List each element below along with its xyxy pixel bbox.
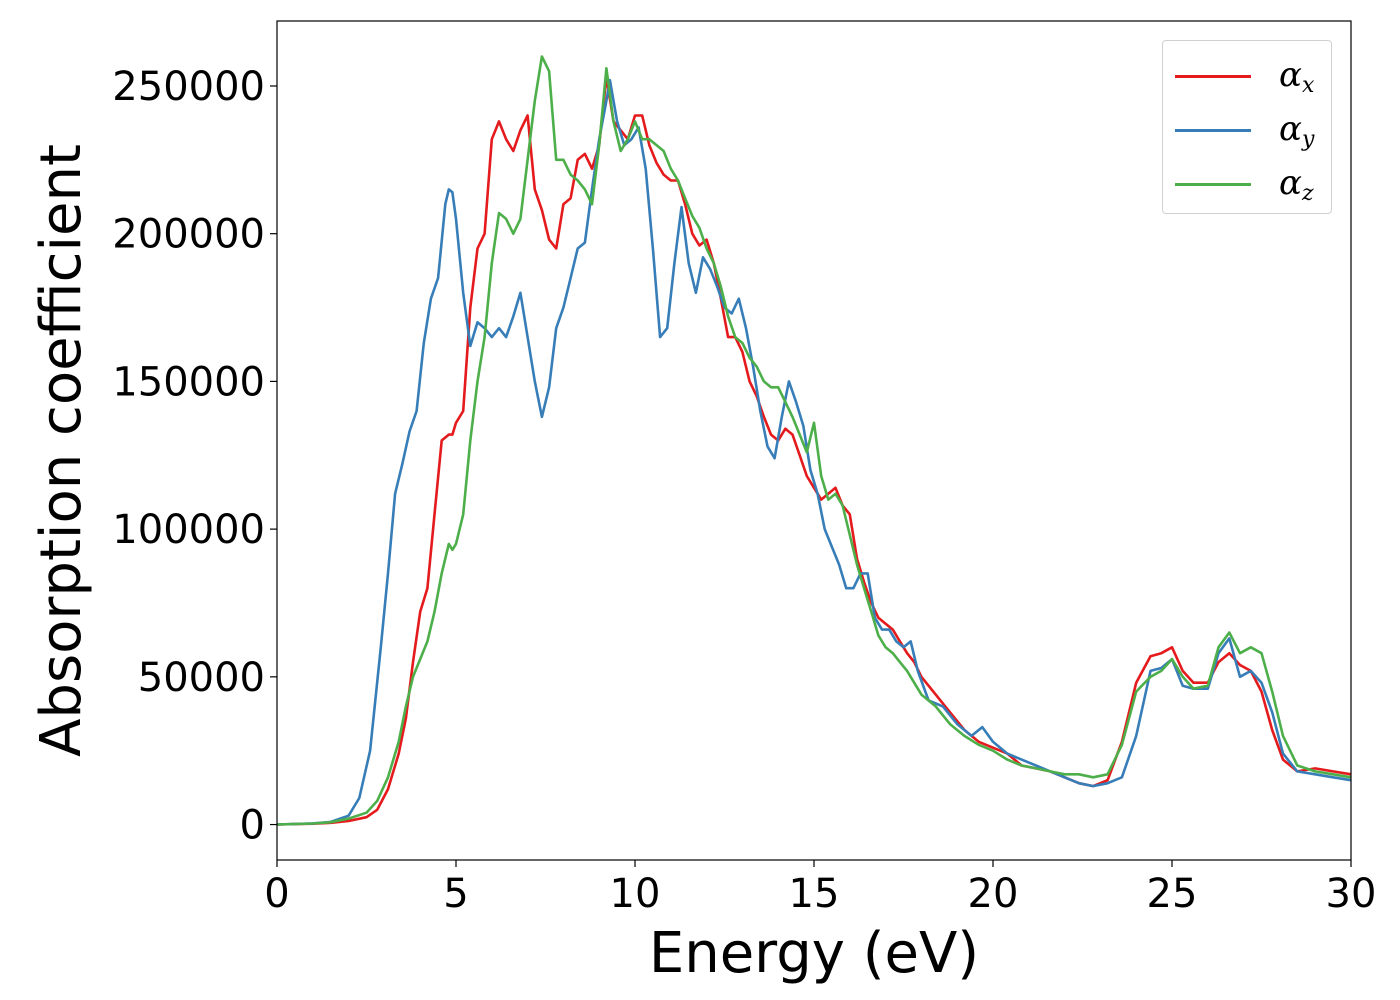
series-line-alpha-z [276, 55, 1352, 826]
legend-label-alpha-z: αz [1279, 163, 1314, 206]
legend-swatch-alpha-z [1175, 183, 1251, 186]
series-line-alpha-x [276, 75, 1352, 826]
legend-swatch-alpha-x [1175, 75, 1251, 78]
y-tick-label: 100000 [112, 507, 265, 553]
y-tick-label: 150000 [112, 359, 265, 405]
legend-label-alpha-x: αx [1279, 55, 1315, 98]
x-tick-label: 5 [443, 871, 468, 917]
x-tick-label: 15 [789, 871, 840, 917]
x-tick-label: 0 [264, 871, 289, 917]
legend-item-alpha-z: αz [1175, 163, 1325, 206]
x-tick-label: 30 [1326, 871, 1377, 917]
y-tick-label: 50000 [138, 655, 265, 701]
y-tick-label: 0 [240, 803, 265, 849]
y-axis-ticks: 0 50000 100000 150000 200000 250000 [112, 64, 277, 849]
x-tick-label: 10 [610, 871, 661, 917]
legend-item-alpha-x: αx [1175, 55, 1325, 98]
series-layer [276, 55, 1352, 826]
legend-label-alpha-y: αy [1279, 109, 1315, 152]
x-tick-label: 25 [1147, 871, 1198, 917]
legend-swatch-alpha-y [1175, 129, 1251, 132]
series-line-alpha-y [276, 78, 1352, 826]
y-axis-label: Absorption coefficient [29, 144, 94, 757]
legend: αx αy αz [1162, 40, 1332, 214]
y-tick-label: 200000 [112, 212, 265, 258]
x-tick-label: 20 [968, 871, 1019, 917]
x-axis-ticks: 0 5 10 15 20 25 30 [264, 860, 1376, 917]
legend-item-alpha-y: αy [1175, 109, 1325, 152]
x-axis-label: Energy (eV) [649, 921, 979, 986]
y-tick-label: 250000 [112, 64, 265, 110]
